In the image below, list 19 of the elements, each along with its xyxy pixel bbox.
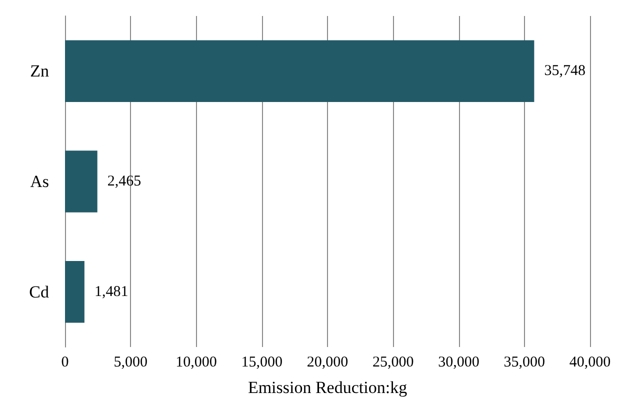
data-label: 1,481 [94,284,128,300]
x-tick-label: 35,000 [504,354,545,370]
y-tick-label: Cd [29,282,50,302]
x-tick-label: 15,000 [241,354,282,370]
bar [65,260,84,323]
x-axis-title: Emission Reduction:kg [248,378,408,397]
x-tick-label: 5,000 [114,354,148,370]
data-label: 2,465 [107,174,142,190]
bar [65,150,98,212]
x-tick-label: 20,000 [306,354,348,370]
x-tick-label: 40,000 [569,354,611,370]
y-tick-label: As [30,172,49,191]
x-tick-label: 0 [61,354,69,370]
y-tick-label: Zn [30,62,50,81]
data-label: 35,748 [544,63,586,80]
x-tick-label: 10,000 [176,354,217,370]
x-tick-label: 25,000 [372,354,414,370]
x-tick-label: 30,000 [438,354,480,370]
bar [65,40,534,102]
